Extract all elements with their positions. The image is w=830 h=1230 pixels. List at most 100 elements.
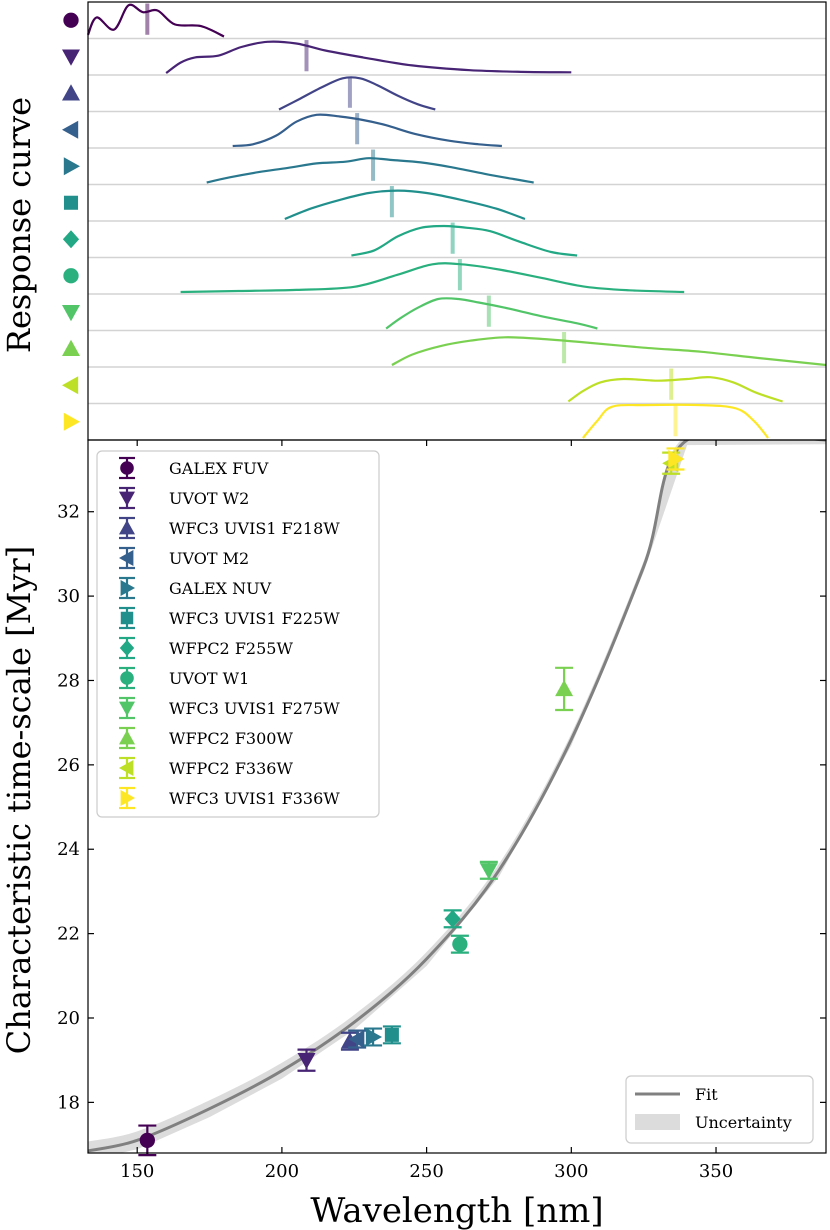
x-tick-label: 250 bbox=[409, 1161, 443, 1182]
data-point bbox=[138, 1124, 157, 1157]
legend-entry: WFC3 UVIS1 F218W bbox=[119, 516, 340, 540]
legend: GALEX FUV UVOT W2 WFC3 UVIS1 F218W UVOT M2 G… bbox=[96, 450, 380, 818]
legend-entry: GALEX FUV bbox=[119, 456, 269, 480]
legend-entry: WFC3 UVIS1 F336W bbox=[119, 786, 340, 810]
data-point-marker bbox=[139, 1132, 155, 1148]
legend-label: UVOT W1 bbox=[169, 669, 249, 688]
response-rows bbox=[88, 37, 826, 405]
data-point-marker bbox=[384, 1027, 399, 1042]
fit-legend-box bbox=[625, 1075, 814, 1144]
fit-legend-label: Fit bbox=[695, 1085, 718, 1104]
legend-label: GALEX FUV bbox=[169, 459, 269, 478]
x-tick-label: 300 bbox=[554, 1161, 588, 1182]
data-point-marker bbox=[479, 863, 498, 880]
legend-entry: WFPC2 F300W bbox=[119, 726, 293, 750]
response-row-marker bbox=[62, 230, 80, 249]
y-tick-label: 24 bbox=[57, 839, 80, 860]
response-row-marker bbox=[62, 120, 79, 139]
response-curve-line bbox=[567, 375, 783, 403]
y-tick-label: 18 bbox=[57, 1092, 80, 1113]
legend-marker bbox=[119, 491, 135, 506]
legend-label: WFC3 UVIS1 F275W bbox=[169, 699, 340, 718]
legend-entry: UVOT M2 bbox=[119, 546, 249, 570]
response-row-marker bbox=[62, 84, 80, 101]
response-row-marker bbox=[63, 157, 80, 176]
response-row-marker bbox=[63, 195, 79, 210]
y-tick-label: 26 bbox=[57, 755, 80, 776]
legend-label: WFPC2 F336W bbox=[169, 759, 293, 778]
response-curve-line bbox=[284, 189, 526, 221]
response-curve-line bbox=[86, 3, 225, 38]
x-tick-label: 350 bbox=[699, 1161, 733, 1182]
legend-marker bbox=[119, 640, 135, 656]
legend-marker bbox=[120, 461, 134, 475]
data-point bbox=[479, 860, 498, 880]
data-point-marker bbox=[668, 449, 685, 468]
response-row-marker bbox=[63, 412, 80, 431]
legend-marker bbox=[119, 760, 134, 776]
data-point-marker bbox=[555, 679, 574, 697]
data-point bbox=[555, 666, 574, 712]
response-curve-line bbox=[180, 262, 685, 294]
data-points-layer bbox=[138, 447, 685, 1157]
fit-layer bbox=[88, 440, 826, 1153]
legend-label: UVOT M2 bbox=[169, 549, 249, 568]
axis-ticks: 150 200 250 300 350 18 20 22 24 26 28 30 32 bbox=[57, 440, 826, 1182]
legend-marker bbox=[120, 671, 134, 685]
data-point-marker bbox=[348, 1030, 365, 1049]
data-point bbox=[364, 1027, 383, 1047]
response-curve-line bbox=[165, 40, 572, 74]
legend-entry: WFPC2 F336W bbox=[119, 756, 293, 780]
legend-entry: UVOT W1 bbox=[119, 666, 249, 690]
legend-label: GALEX NUV bbox=[169, 579, 272, 598]
data-point bbox=[443, 909, 462, 929]
legend-entry: WFPC2 F255W bbox=[119, 636, 293, 660]
x-axis-label: Wavelength [nm] bbox=[310, 1191, 603, 1230]
legend-marker bbox=[120, 580, 135, 596]
response-curves bbox=[86, 3, 827, 439]
data-point bbox=[666, 447, 685, 471]
response-row-marker bbox=[62, 305, 80, 322]
y-tick-label: 32 bbox=[57, 502, 80, 523]
response-curve-line bbox=[278, 76, 436, 111]
y-tick-label: 30 bbox=[57, 586, 80, 607]
legend-entry: WFC3 UVIS1 F225W bbox=[119, 606, 340, 630]
legend-marker bbox=[119, 550, 134, 566]
data-point bbox=[382, 1025, 401, 1045]
legend-entry: WFC3 UVIS1 F275W bbox=[119, 696, 340, 720]
top-y-axis-label: Response curve bbox=[0, 97, 38, 353]
response-markers bbox=[62, 12, 80, 431]
response-row-marker bbox=[63, 268, 79, 284]
uncertainty-legend-swatch bbox=[635, 1114, 680, 1130]
data-point-marker bbox=[297, 1052, 316, 1070]
data-point bbox=[348, 1029, 367, 1049]
bottom-y-axis-label: Characteristic time-scale [Myr] bbox=[0, 546, 38, 1054]
uncertainty-legend-label: Uncertainty bbox=[695, 1113, 792, 1132]
response-curve-line bbox=[232, 113, 502, 148]
response-curve-line bbox=[391, 336, 827, 367]
fit-legend: Fit Uncertainty bbox=[625, 1075, 814, 1144]
legend-label: UVOT W2 bbox=[169, 489, 249, 508]
response-curve-line bbox=[206, 157, 534, 184]
bottom-panel-frame bbox=[87, 439, 827, 1154]
legend-marker bbox=[120, 611, 134, 625]
legend-marker bbox=[119, 520, 135, 535]
data-point-marker bbox=[452, 936, 468, 952]
data-point-marker bbox=[340, 1032, 359, 1049]
response-curve-line bbox=[351, 224, 578, 257]
legend-label: WFC3 UVIS1 F336W bbox=[169, 789, 340, 808]
legend-label: WFPC2 F300W bbox=[169, 729, 293, 748]
y-tick-label: 28 bbox=[57, 670, 80, 691]
legend-marker bbox=[119, 730, 135, 745]
legend-marker bbox=[120, 790, 135, 806]
legend-label: WFC3 UVIS1 F225W bbox=[169, 609, 340, 628]
data-point bbox=[450, 934, 469, 954]
x-tick-label: 150 bbox=[120, 1161, 154, 1182]
response-row-marker bbox=[63, 12, 79, 28]
legend-marker bbox=[119, 701, 135, 716]
legend-entry: GALEX NUV bbox=[119, 576, 272, 600]
response-row-marker bbox=[62, 49, 80, 66]
data-point-marker bbox=[365, 1027, 383, 1046]
legend-label: WFC3 UVIS1 F218W bbox=[169, 519, 340, 538]
